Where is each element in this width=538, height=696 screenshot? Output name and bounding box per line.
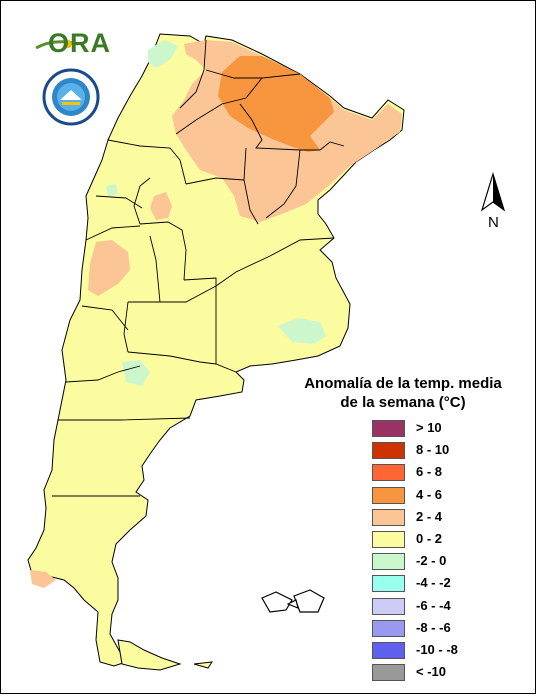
anomaly-area-4-6-north	[218, 56, 334, 152]
legend-label: 4 - 6	[416, 486, 443, 502]
smn-seal-icon	[42, 68, 100, 126]
legend-label: -10 - -8	[416, 641, 458, 657]
ora-logo-icon	[35, 40, 79, 50]
anomaly-area-2-4-cuyo	[88, 240, 130, 296]
legend-label: 6 - 8	[416, 464, 443, 480]
anomaly-area-cool-neuquen	[122, 360, 150, 386]
legend-swatch	[372, 420, 405, 437]
north-arrow-icon	[480, 172, 506, 212]
legend-label: 8 - 10	[416, 442, 450, 458]
legend-swatch	[372, 664, 405, 682]
legend-label: > 10	[416, 420, 442, 435]
north-arrow-label: N	[488, 214, 499, 231]
province-borders	[52, 39, 345, 497]
legend-title-line2: de la semana (°C)	[340, 394, 466, 411]
anomaly-area-2-4-tucuman	[150, 192, 172, 220]
legend-label: -2 - 0	[416, 553, 447, 569]
isla-de-los-estados	[193, 661, 214, 669]
legend-swatch	[372, 530, 405, 548]
legend-label: < -10	[416, 664, 446, 680]
legend-label: -8 - -6	[416, 619, 451, 635]
legend-title: Anomalía de la temp. media de la semana …	[296, 374, 510, 412]
legend-swatch	[372, 486, 405, 504]
ora-logo-label: ORA	[48, 28, 111, 58]
anomaly-area-cool-northwest	[148, 40, 178, 68]
legend-title-line1: Anomalía de la temp. media	[304, 375, 502, 392]
legend-swatch	[372, 597, 405, 615]
legend-swatch	[372, 464, 405, 482]
malvinas-islands	[261, 589, 325, 613]
legend-swatch	[372, 442, 405, 460]
legend-swatch	[372, 553, 405, 571]
legend-swatch	[372, 508, 405, 526]
anomaly-area-2-4-south	[30, 570, 56, 588]
legend-label: -4 - -2	[416, 575, 451, 591]
tierra-del-fuego	[117, 639, 182, 671]
ora-logo-text: ORA	[48, 28, 111, 59]
legend-label: -6 - -4	[416, 597, 451, 613]
legend-swatch	[372, 619, 405, 637]
legend-swatch	[372, 575, 405, 593]
anomaly-area-cool-sanjuan	[106, 184, 118, 196]
legend-swatch	[372, 641, 405, 659]
legend-label: 0 - 2	[416, 530, 443, 546]
legend-label: 2 - 4	[416, 508, 443, 524]
anomaly-area-cool-buenos-aires	[278, 318, 326, 344]
